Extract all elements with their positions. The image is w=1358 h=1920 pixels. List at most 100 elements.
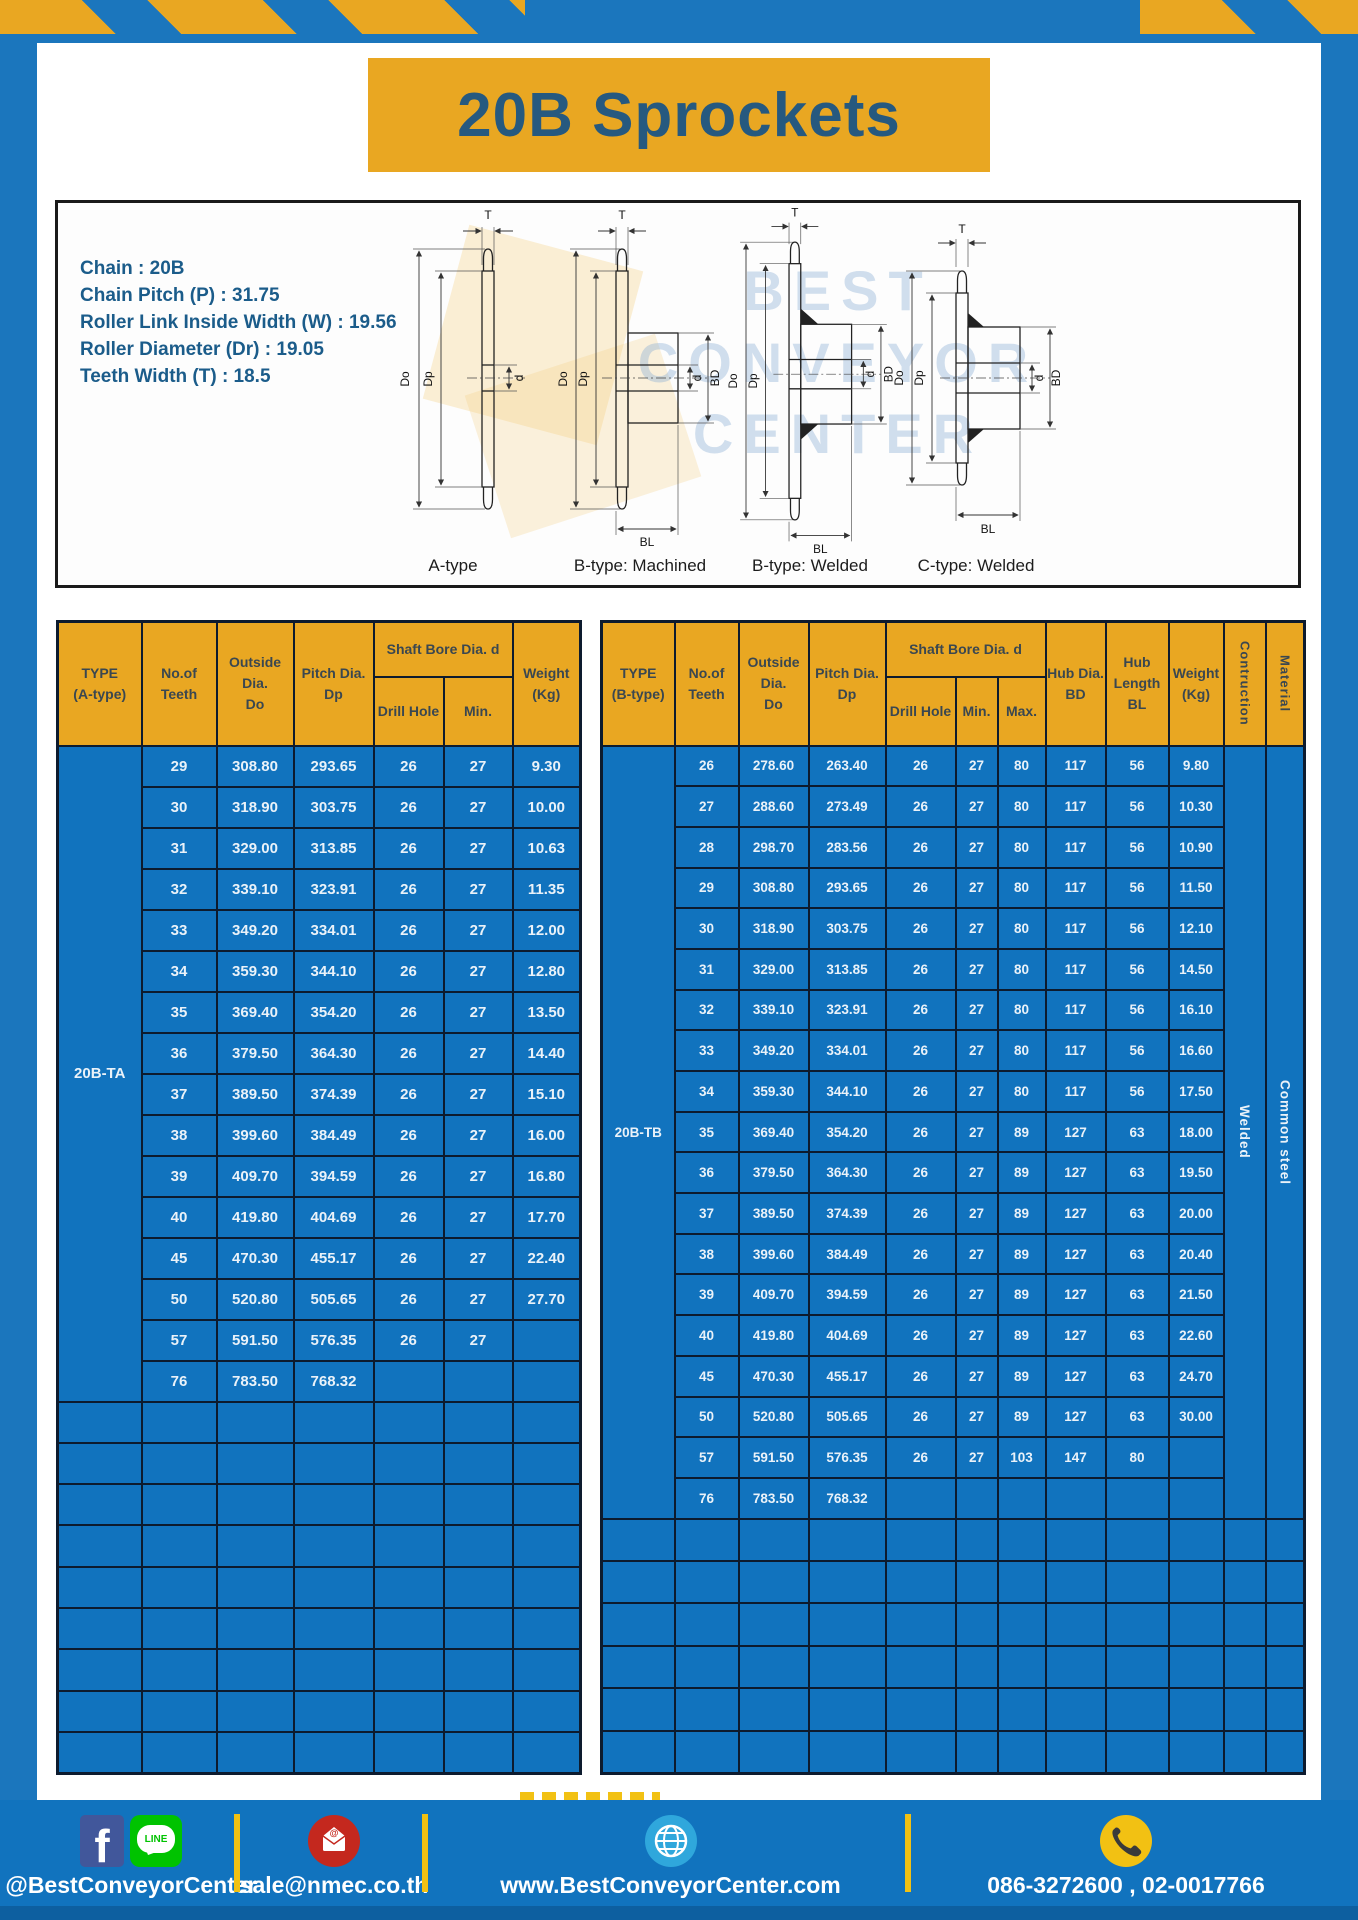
data-cell: 89: [996, 1273, 1047, 1317]
data-cell: [372, 1359, 445, 1403]
data-cell: 27: [442, 785, 514, 829]
data-cell: 293.65: [292, 744, 375, 788]
data-cell: 127: [1044, 1354, 1107, 1398]
empty-cell: [372, 1400, 445, 1444]
caption-b-welded: B-type: Welded: [752, 556, 868, 575]
svg-text:@: @: [330, 1828, 339, 1838]
line-icon: LINE: [130, 1815, 182, 1867]
empty-cell: [954, 1559, 999, 1605]
table-row: 50 520.80 505.65 26 27 89 127 63 30.00: [602, 1395, 1305, 1439]
data-cell: 127: [1044, 1232, 1107, 1276]
empty-cell: [442, 1565, 514, 1610]
data-cell: 374.39: [807, 1192, 887, 1235]
b-type-welded-drawing: T Do Dp d BD BL: [727, 207, 895, 556]
empty-cell: [292, 1400, 375, 1444]
empty-cell: [56, 1648, 143, 1692]
table-row: 38 399.60 384.49 26 27 89 127 63 20.40: [602, 1232, 1305, 1276]
data-cell: 9.80: [1167, 744, 1225, 788]
dim-label-T: T: [484, 208, 492, 222]
empty-cell: [884, 1602, 957, 1647]
data-cell: 576.35: [807, 1436, 887, 1479]
empty-cell: [673, 1559, 740, 1605]
empty-cell: [1222, 1602, 1267, 1647]
data-cell: 63: [1104, 1314, 1170, 1357]
col-header-teeth: No.of Teeth: [140, 620, 218, 747]
data-cell: 27: [442, 990, 514, 1034]
data-cell: 16.80: [511, 1154, 582, 1198]
data-cell: 26: [372, 1277, 445, 1321]
data-cell: 80: [996, 744, 1047, 788]
data-cell: 117: [1044, 988, 1107, 1032]
data-cell: 29: [140, 744, 218, 788]
phone-icon: [1100, 1815, 1152, 1867]
empty-cell: [673, 1644, 740, 1690]
data-cell: 56: [1104, 1070, 1170, 1113]
empty-cell: [996, 1517, 1047, 1563]
empty-cell: [996, 1729, 1047, 1775]
col-header-max: Max.: [996, 675, 1047, 747]
footer-email-section: @ sale@nmec.co.th: [240, 1812, 428, 1899]
dim-label-BD: BD: [708, 369, 722, 386]
data-cell: 27: [954, 1232, 999, 1276]
empty-cell: [1264, 1602, 1306, 1647]
data-cell: 26: [884, 1070, 957, 1113]
empty-row: [600, 1644, 1306, 1690]
data-cell: 26: [884, 1354, 957, 1398]
footer-bar: f LINE @BestConveyorCenter @ sale@nmec: [0, 1800, 1358, 1906]
col-header-material: Material: [1264, 620, 1306, 747]
data-cell: 27: [442, 1236, 514, 1280]
data-cell: 18.00: [1167, 1110, 1225, 1154]
caption-b-machined: B-type: Machined: [573, 556, 707, 575]
empty-cell: [292, 1483, 375, 1527]
data-cell: 288.60: [737, 785, 810, 828]
data-cell: 80: [996, 1070, 1047, 1113]
data-cell: 379.50: [737, 1151, 810, 1195]
data-cell: 147: [1044, 1436, 1107, 1479]
empty-cell: [511, 1731, 582, 1775]
data-cell: 329.00: [737, 947, 810, 991]
table-row: 27 288.60 273.49 26 27 80 117 56 10.30: [602, 785, 1305, 828]
data-cell: 56: [1104, 825, 1170, 869]
empty-cell: [737, 1602, 810, 1647]
data-cell: 26: [372, 1195, 445, 1239]
empty-cell: [372, 1731, 445, 1775]
empty-cell: [1104, 1517, 1170, 1563]
data-cell: 364.30: [807, 1151, 887, 1195]
dim-label-Dp: Dp: [747, 373, 760, 388]
data-cell: 10.00: [511, 785, 582, 829]
empty-row: [56, 1689, 582, 1734]
empty-cell: [1222, 1644, 1267, 1690]
data-cell: 127: [1044, 1151, 1107, 1195]
table-row: 33 349.20 334.01 26 27 80 117 56 16.60: [602, 1029, 1305, 1072]
dim-label-d: d: [690, 375, 704, 382]
data-cell: 303.75: [807, 907, 887, 950]
empty-cell: [511, 1400, 582, 1444]
dim-label-d: d: [1032, 375, 1046, 382]
data-cell: 768.32: [292, 1359, 375, 1403]
empty-cell: [1044, 1602, 1107, 1647]
data-cell: 26: [372, 1154, 445, 1198]
table-row: 32 339.10 323.91 26 27 11.35: [58, 867, 582, 911]
data-cell: 26: [884, 947, 957, 991]
data-cell: 26: [884, 1232, 957, 1276]
data-cell: 27.70: [511, 1277, 582, 1321]
data-cell: 127: [1044, 1192, 1107, 1235]
empty-cell: [372, 1524, 445, 1568]
empty-cell: [140, 1731, 218, 1775]
data-cell: 63: [1104, 1354, 1170, 1398]
data-cell: 117: [1044, 744, 1107, 788]
empty-cell: [292, 1689, 375, 1734]
empty-cell: [511, 1441, 582, 1486]
table-row: 45 470.30 455.17 26 27 89 127 63 24.70: [602, 1354, 1305, 1398]
table-row: 31 329.00 313.85 26 27 10.63: [58, 826, 582, 870]
empty-cell: [215, 1731, 295, 1775]
empty-cell: [511, 1648, 582, 1692]
data-cell: 379.50: [215, 1031, 295, 1075]
empty-cell: [600, 1559, 676, 1605]
data-cell: 27: [954, 1029, 999, 1072]
empty-cell: [1167, 1602, 1225, 1647]
data-cell: 313.85: [292, 826, 375, 870]
data-cell: 27: [442, 1113, 514, 1157]
table-row: 28 298.70 283.56 26 27 80 117 56 10.90: [602, 825, 1305, 869]
data-cell: 117: [1044, 785, 1107, 828]
